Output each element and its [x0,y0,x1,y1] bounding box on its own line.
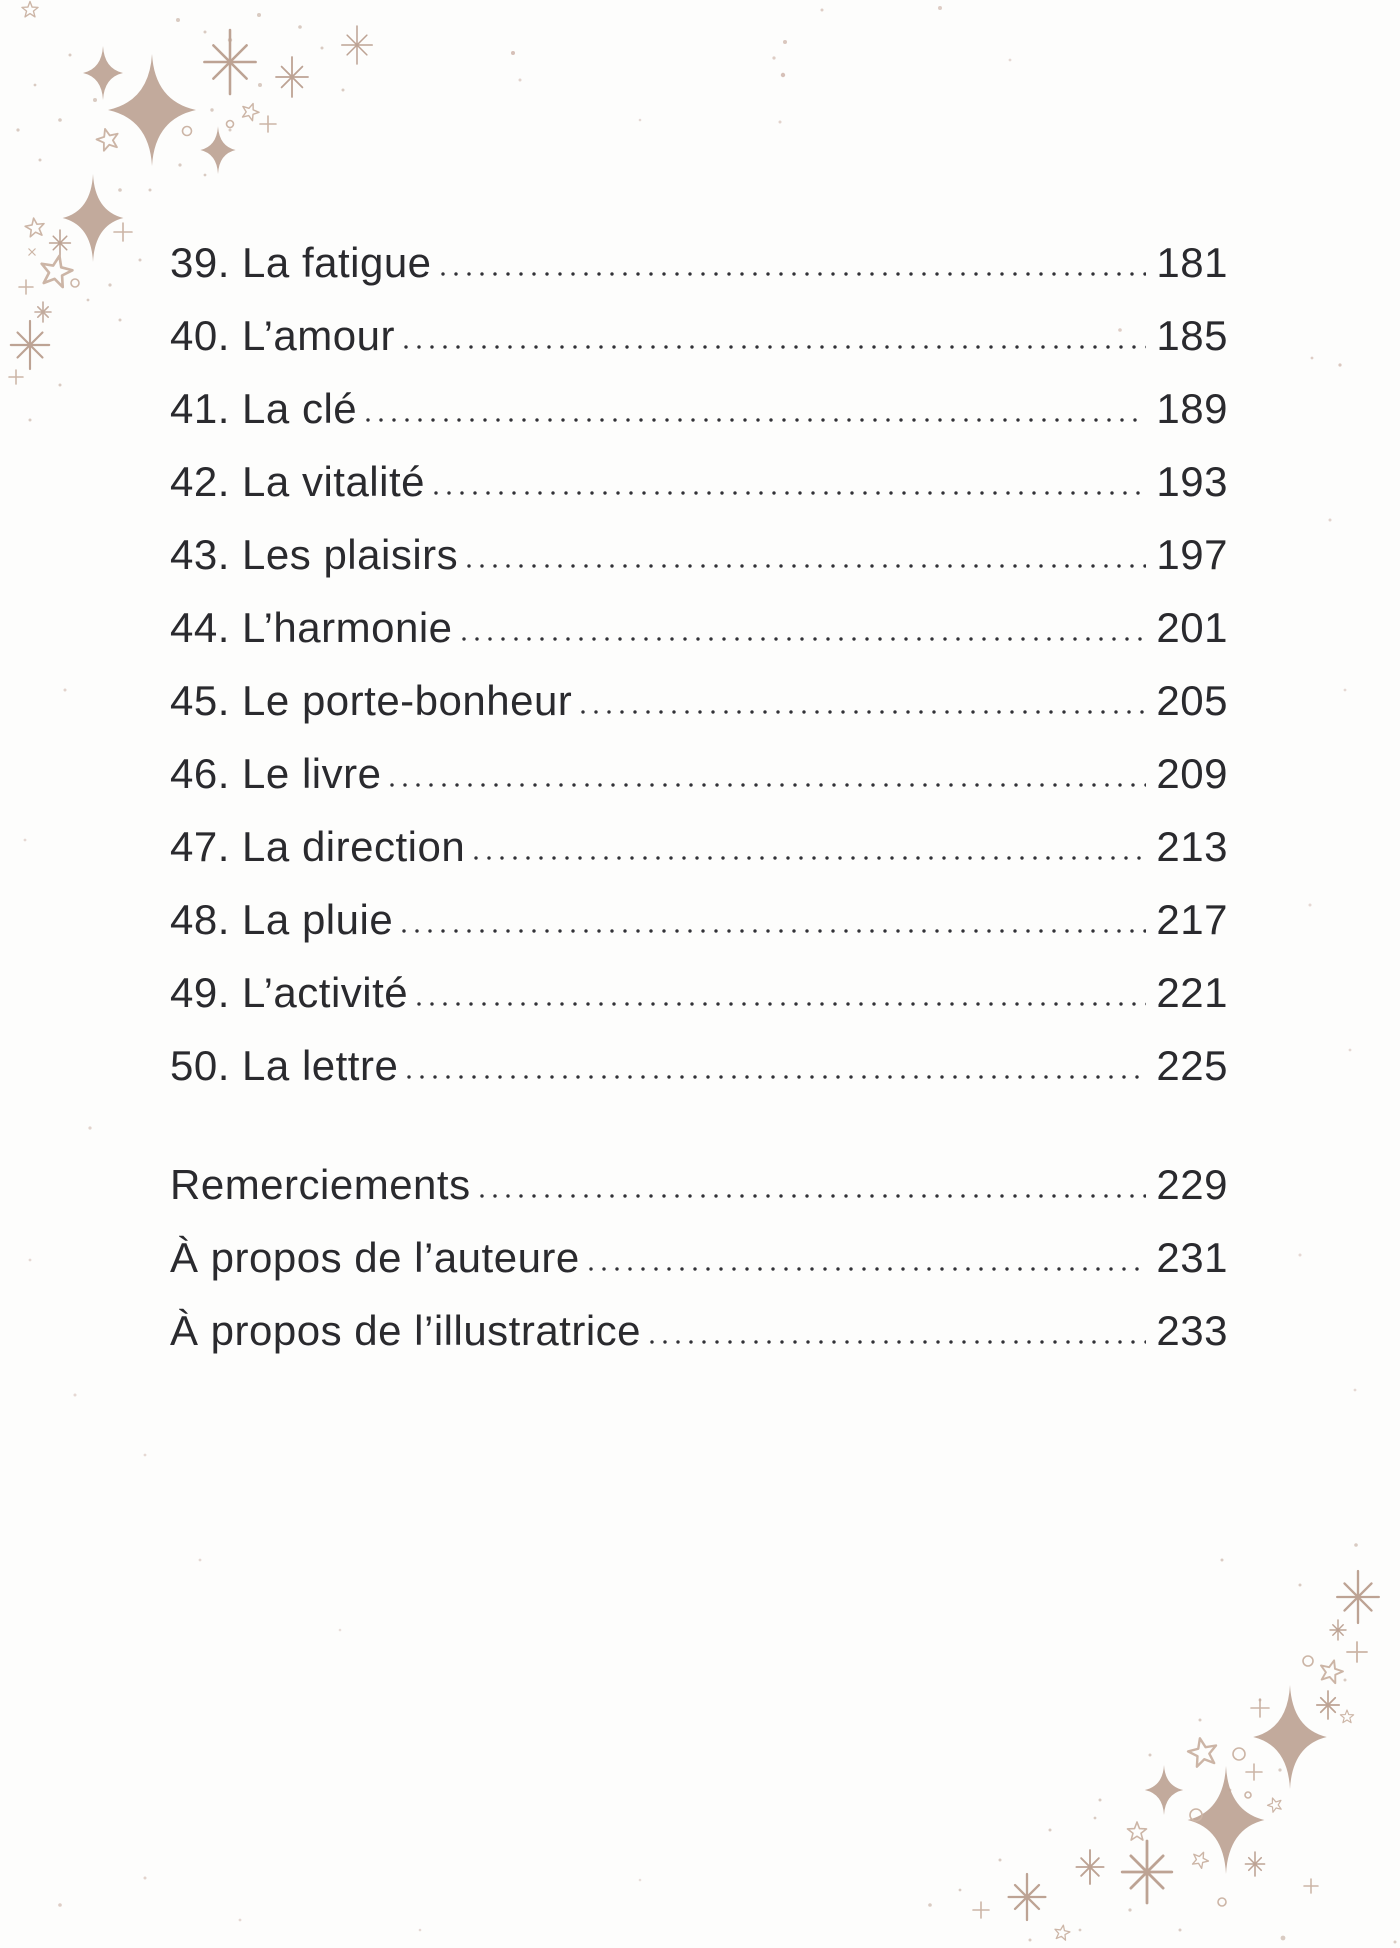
dot-leader [440,271,1147,277]
toc-entry-label: 44. L’harmonie [170,604,453,651]
toc-entry-label: 42. La vitalité [170,458,425,505]
dot-leader [461,636,1147,642]
toc-entry-page: 201 [1156,604,1228,651]
toc-entry-label: 40. L’amour [170,312,395,359]
toc-entry-label: 45. Le porte-bonheur [170,677,573,724]
dot-leader [467,563,1147,569]
toc-entry-label: 48. La pluie [170,896,394,943]
toc-entry-page: 193 [1156,458,1228,505]
dot-leader [366,417,1147,423]
toc-entry-page: 205 [1156,677,1228,724]
dot-leader [407,1074,1147,1080]
toc-entry-page: 185 [1156,312,1228,359]
dot-leader [479,1193,1147,1199]
dot-leader [417,1001,1147,1007]
dot-leader [403,344,1147,350]
toc-entry-label: 47. La direction [170,823,466,870]
toc-entry: 46. Le livre 209 [170,737,1228,810]
dot-leader [390,782,1147,788]
sparkles-bottom-right-icon [928,1543,1397,1944]
toc-entry-label: 50. La lettre [170,1042,399,1089]
toc-entry-label: 46. Le livre [170,750,382,797]
toc-entry: 39. La fatigue 181 [170,226,1228,299]
toc-entry-page: 209 [1156,750,1228,797]
toc-entry: 44. L’harmonie 201 [170,591,1228,664]
toc-entry-label: À propos de l’illustratrice [170,1307,642,1354]
toc-entry-label: 49. L’activité [170,969,409,1016]
dot-leader [650,1339,1147,1345]
toc-entry: 47. La direction 213 [170,810,1228,883]
toc-entry-page: 231 [1156,1234,1228,1281]
toc-entry-label: À propos de l’auteure [170,1234,580,1281]
toc-entry-label: 41. La clé [170,385,358,432]
toc-entry: À propos de l’auteure 231 [170,1221,1228,1294]
dot-leader [474,855,1147,861]
toc-entry-page: 217 [1156,896,1228,943]
toc-entry-page: 229 [1156,1161,1228,1208]
dot-leader [402,928,1147,934]
toc-entry-label: Remerciements [170,1161,471,1208]
toc-entry: 40. L’amour 185 [170,299,1228,372]
toc-entry-page: 221 [1156,969,1228,1016]
toc-entry: Remerciements 229 [170,1148,1228,1221]
toc-entry-label: 43. Les plaisirs [170,531,459,578]
toc-entry: 48. La pluie 217 [170,883,1228,956]
dot-leader [588,1266,1147,1272]
toc-entry-page: 197 [1156,531,1228,578]
dot-leader [434,490,1147,496]
toc-entry: 42. La vitalité 193 [170,445,1228,518]
toc-entry-page: 233 [1156,1307,1228,1354]
toc-entry-page: 213 [1156,823,1228,870]
table-of-contents: 39. La fatigue 181 40. L’amour 185 41. L… [170,226,1228,1367]
toc-entry: 50. La lettre 225 [170,1029,1228,1102]
toc-entry-page: 225 [1156,1042,1228,1089]
toc-entry: 41. La clé 189 [170,372,1228,445]
toc-entry-label: 39. La fatigue [170,239,432,286]
toc-entry: 49. L’activité 221 [170,956,1228,1029]
dot-leader [581,709,1147,715]
toc-entry: 43. Les plaisirs 197 [170,518,1228,591]
toc-entry: 45. Le porte-bonheur 205 [170,664,1228,737]
toc-entry-page: 189 [1156,385,1228,432]
toc-entry-page: 181 [1156,239,1228,286]
toc-back-matter: Remerciements 229 À propos de l’auteure … [170,1148,1228,1367]
toc-entry: À propos de l’illustratrice 233 [170,1294,1228,1367]
toc-chapters: 39. La fatigue 181 40. L’amour 185 41. L… [170,226,1228,1102]
